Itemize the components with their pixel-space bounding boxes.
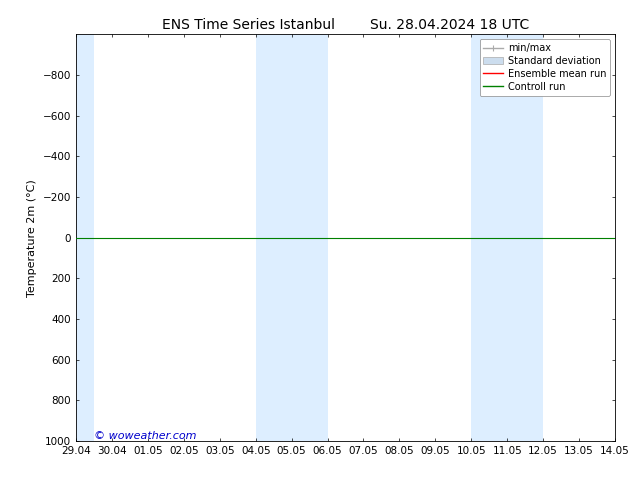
Bar [76,34,94,441]
Legend: min/max, Standard deviation, Ensemble mean run, Controll run: min/max, Standard deviation, Ensemble me… [479,39,610,96]
Title: ENS Time Series Istanbul        Su. 28.04.2024 18 UTC: ENS Time Series Istanbul Su. 28.04.2024 … [162,18,529,32]
Bar [471,34,543,441]
Y-axis label: Temperature 2m (°C): Temperature 2m (°C) [27,179,37,296]
Bar [256,34,328,441]
Text: © woweather.com: © woweather.com [94,431,197,441]
